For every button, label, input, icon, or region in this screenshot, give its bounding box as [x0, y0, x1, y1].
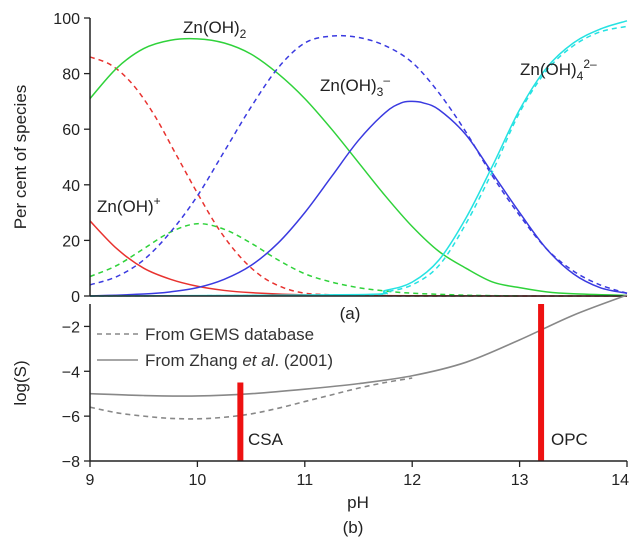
- panel-b-x-tick-label-3: 12: [403, 472, 421, 489]
- panel-a-series-line-5: [89, 34, 628, 294]
- panel-b-x-label: pH: [347, 493, 369, 512]
- marker-label-opc: OPC: [551, 430, 588, 449]
- legend-label-zhang: From Zhang et al. (2001): [145, 351, 333, 370]
- panel-b-caption: (b): [343, 518, 364, 537]
- panel-a-series-line-3: [89, 222, 520, 297]
- panel-a-y-tick-label-0: 0: [71, 289, 80, 306]
- panel-b-series-line-0: [89, 377, 413, 420]
- panel-b-legend: From GEMS database From Zhang et al. (20…: [97, 325, 333, 370]
- panel-b-y-tick-label-3: −2: [62, 319, 80, 336]
- panel-a-y-ticks: 0 20 40 60 80 100: [53, 11, 90, 306]
- panel-b-series-line-1: [89, 294, 628, 397]
- panel-b-x-tick-label-0: 9: [86, 472, 95, 489]
- panel-b-ticks: −8 −6 −4 −2 9 10 11 12 13 14: [62, 319, 629, 489]
- panel-b-y-tick-label-0: −8: [62, 454, 80, 471]
- panel-a-series-line-2: [89, 37, 628, 297]
- panel-a-y-tick-label-3: 60: [62, 122, 80, 139]
- panel-b-x-tick-label-1: 10: [189, 472, 207, 489]
- panel-a-y-label: Per cent of species: [11, 85, 30, 230]
- legend-label-gems: From GEMS database: [145, 325, 314, 344]
- panel-b-x-tick-label-2: 11: [296, 472, 313, 489]
- panel-b-series: [89, 294, 628, 420]
- panel-a-series: [89, 20, 628, 297]
- marker-label-csa: CSA: [248, 430, 284, 449]
- panel-a-y-tick-label-5: 100: [53, 11, 80, 28]
- panel-a-series-line-1: [89, 56, 627, 297]
- panel-a-caption: (a): [340, 304, 361, 323]
- label-zn-oh-3: Zn(OH)3–: [320, 73, 390, 99]
- panel-a-series-line-7: [89, 25, 628, 297]
- panel-b-y-tick-label-1: −6: [62, 409, 80, 426]
- panel-a-y-tick-label-4: 80: [62, 67, 80, 84]
- panel-b-y-tick-label-2: −4: [62, 364, 80, 381]
- panel-a-y-tick-label-2: 40: [62, 178, 80, 195]
- panel-b-x-tick-label-5: 14: [611, 472, 629, 489]
- panel-a-y-tick-label-1: 20: [62, 233, 80, 250]
- panel-b-markers: [237, 304, 545, 461]
- label-zn-oh-2: Zn(OH)2: [183, 18, 247, 41]
- label-zn-oh-4: Zn(OH)42–: [520, 57, 597, 83]
- panel-a: 0 20 40 60 80 100 Per cent of species (a) Zn(…: [11, 11, 628, 323]
- panel-b: −8 −6 −4 −2 9 10 11 12 13 14 From GEMS database F…: [11, 294, 629, 537]
- label-zn-oh-plus: Zn(OH)+: [97, 194, 161, 216]
- panel-b-x-tick-label-4: 13: [511, 472, 529, 489]
- panel-b-y-label: log(S): [11, 360, 30, 405]
- panel-a-series-line-4: [89, 100, 628, 297]
